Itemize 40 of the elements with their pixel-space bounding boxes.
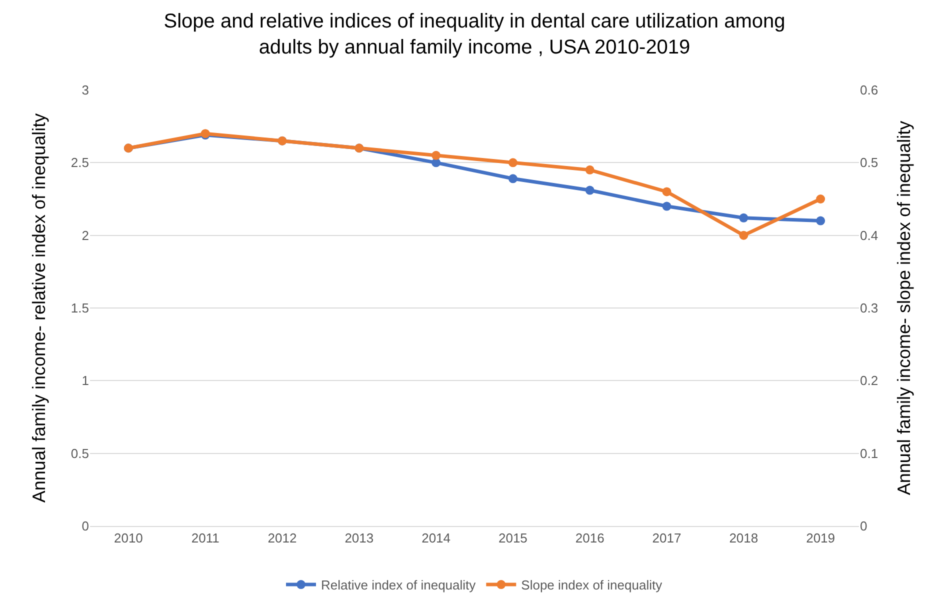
x-tick-label: 2015 [498, 530, 528, 546]
point [432, 150, 441, 160]
x-tick-label: 2011 [191, 530, 220, 546]
y2-tick-label: 0.2 [860, 373, 878, 388]
y-tick-label: 1.5 [70, 300, 89, 316]
point [662, 187, 672, 196]
x-tick-label: 2018 [729, 530, 758, 546]
y-axis-title: Annual family income- relative index of inequality [29, 113, 50, 503]
legend-label: Slope index of inequality [521, 578, 663, 593]
x-tick-label: 2017 [652, 530, 682, 546]
point [662, 202, 672, 211]
point [585, 186, 594, 195]
y2-axis-title: Annual family income- slope index of inequality [894, 120, 914, 496]
x-tick-label: 2012 [268, 530, 297, 546]
x-tick-label: 2013 [344, 530, 374, 546]
x-tick-label: 2014 [422, 530, 451, 546]
x-tick-label: 2010 [114, 530, 143, 546]
point [739, 213, 748, 222]
y2-tick-label: 0 [860, 518, 868, 534]
y-tick-label: 2.5 [70, 155, 89, 170]
x-tick-label: 2019 [806, 530, 836, 546]
y-tick-label: 3 [82, 82, 89, 98]
legend-label: Relative index of inequality [321, 578, 476, 593]
y-tick-label: 0 [82, 518, 89, 534]
y-tick-label: 2 [82, 228, 89, 243]
point [585, 165, 594, 174]
x-tick-label: 2016 [575, 530, 604, 546]
y2-tick-label: 0.6 [860, 82, 878, 98]
y-tick-label: 0.5 [70, 446, 89, 461]
point [816, 216, 826, 226]
point [508, 174, 518, 184]
point [816, 194, 826, 204]
chart-title: Slope and relative indices of inequality in dental care utilization among adults by annual family income , USA 2010-2019 [164, 10, 786, 59]
point [739, 230, 748, 240]
y2-tick-label: 0.3 [860, 300, 878, 316]
y2-tick-label: 0.1 [860, 446, 878, 461]
y-tick-label: 1 [82, 373, 89, 388]
y2-tick-label: 0.4 [860, 228, 878, 243]
point [508, 158, 518, 168]
y2-tick-label: 0.5 [860, 155, 878, 170]
